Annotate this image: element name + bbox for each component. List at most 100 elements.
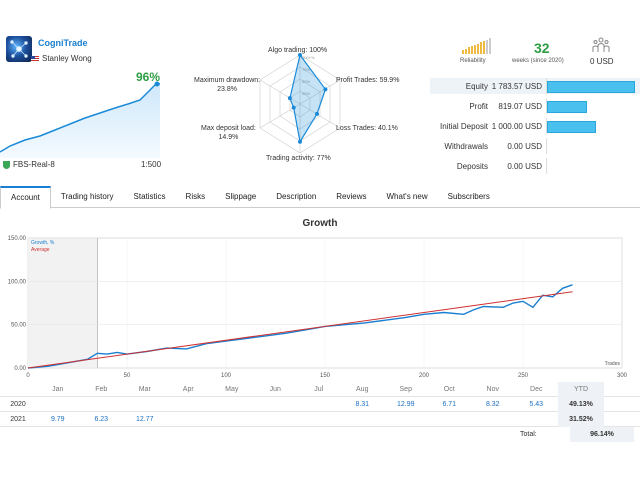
table-row: 2020 8.31 12.99 6.71 8.32 5.43 49.13% [0, 396, 640, 412]
reliability-label: Reliability [460, 58, 486, 64]
reliability-bar [465, 48, 467, 54]
reliability-bar [474, 44, 476, 54]
month-value[interactable]: 8.31 [355, 400, 370, 408]
mini-growth-chart [0, 81, 160, 158]
radar-point [287, 96, 292, 101]
chart-title: Growth [302, 218, 338, 229]
pre-history-band [28, 238, 98, 368]
radar-ring-label: 50% [302, 79, 310, 84]
tab-reviews[interactable]: Reviews [336, 192, 367, 201]
radar-area [289, 53, 327, 144]
month-header: Jan [52, 385, 64, 393]
tab-slippage[interactable]: Slippage [225, 192, 257, 201]
financial-label: Profit [469, 101, 488, 111]
server-row: FBS-Real-8 [3, 160, 55, 169]
financial-bar-cell [546, 138, 640, 154]
risk-radar-chart: 100+% 75% 50% 25% [259, 53, 341, 154]
tab-account[interactable]: Account [0, 186, 51, 209]
radar-algo-label: Algo trading: 100% [268, 47, 328, 54]
signal-name[interactable]: CogniTrade [38, 38, 88, 48]
x-tick-label: 100 [221, 373, 232, 379]
subscription-price: 0 USD [590, 57, 614, 66]
financial-row: Profit 819.07 USD [430, 98, 640, 114]
financial-label: Withdrawals [444, 141, 488, 151]
author-name[interactable]: Stanley Wong [42, 54, 92, 63]
financial-bar-cell [546, 118, 640, 134]
month-value[interactable]: 6.23 [94, 415, 109, 423]
month-header: Oct [443, 385, 455, 393]
weeks-label: weeks (since 2020) [512, 58, 564, 64]
us-flag-icon [31, 55, 39, 62]
financial-value: 0.00 USD [507, 161, 542, 171]
radar-ring-label: 25% [302, 91, 310, 96]
financial-bar-cell [546, 78, 640, 94]
x-tick-label: 300 [617, 373, 628, 379]
x-axis-label: Trades [605, 361, 621, 367]
legend-entry: Average [31, 247, 50, 253]
year-cell: 2021 [10, 415, 26, 423]
total-label: Total: [520, 431, 537, 438]
financial-value: 1 783.57 USD [491, 81, 542, 91]
server-name: FBS-Real-8 [13, 160, 55, 169]
month-value[interactable]: 6.71 [442, 400, 457, 408]
tab-what-s-new[interactable]: What's new [386, 192, 428, 201]
month-header: Aug [356, 385, 369, 393]
leverage: 1:500 [141, 160, 162, 169]
radar-point [323, 87, 328, 92]
reliability-meter [462, 38, 491, 54]
financial-row: Withdrawals 0.00 USD [430, 138, 640, 154]
month-value[interactable]: 5.43 [529, 400, 544, 408]
total-value: 96.14% [570, 427, 634, 442]
tab-statistics[interactable]: Statistics [133, 192, 166, 201]
weeks-count: 32 [534, 40, 550, 56]
reliability-bar [483, 40, 485, 54]
reliability-bar [471, 46, 473, 54]
radar-drawdown-label: Maximum drawdown: 23.8% [194, 77, 261, 93]
ytd-header: YTD [558, 381, 604, 397]
financial-label: Initial Deposit [439, 121, 488, 131]
monthly-returns-table: Jan Feb Mar Apr May Jun Jul Aug Sep Oct Nov Dec YTD 2… [0, 381, 640, 427]
x-tick-label: 200 [419, 373, 430, 379]
radar-ring-label: 100+% [302, 55, 315, 60]
financial-row: Deposits 0.00 USD [430, 158, 640, 174]
radar-load-label: Max deposit load: 14.9% [201, 125, 256, 141]
month-header: Jun [269, 385, 281, 393]
y-tick-label: 50.00 [11, 323, 27, 329]
month-header: Sep [399, 385, 412, 393]
month-header: Jul [314, 385, 324, 393]
tab-trading-history[interactable]: Trading history [60, 192, 114, 201]
financial-bar [547, 81, 635, 93]
month-header: Dec [530, 385, 543, 393]
y-tick-label: 0.00 [14, 366, 26, 372]
month-value[interactable]: 12.77 [135, 415, 154, 423]
financial-bar [547, 101, 588, 113]
radar-profit-label: Profit Trades: 59.9% [336, 77, 400, 84]
tab-description[interactable]: Description [276, 192, 317, 201]
financial-value: 0.00 USD [507, 141, 542, 151]
year-cell: 2020 [10, 400, 26, 408]
financial-value: 1 000.00 USD [491, 121, 542, 131]
month-header: May [225, 385, 239, 393]
radar-point [315, 111, 320, 116]
y-tick-label: 150.00 [8, 236, 27, 242]
radar-point [298, 139, 302, 144]
table-row: 2021 9.79 6.23 12.77 31.52% [0, 411, 640, 427]
month-value[interactable]: 8.32 [485, 400, 500, 408]
tab-risks[interactable]: Risks [185, 192, 206, 201]
financial-row: Initial Deposit 1 000.00 USD [430, 118, 640, 134]
x-tick-label: 50 [124, 373, 131, 379]
verified-shield-icon [3, 160, 10, 169]
financial-row: Equity 1 783.57 USD [430, 78, 640, 94]
author-row: Stanley Wong [31, 54, 92, 63]
radar-point [298, 53, 302, 57]
reliability-bar [477, 43, 479, 54]
tab-subscribers[interactable]: Subscribers [447, 192, 490, 201]
financial-label: Equity [465, 81, 488, 91]
series-line-average [27, 291, 573, 369]
month-value[interactable]: 9.79 [50, 415, 65, 423]
reliability-bar [480, 42, 482, 54]
ytd-value: 49.13% [558, 396, 604, 412]
reliability-bar [468, 47, 470, 54]
reliability-bar [486, 39, 488, 54]
month-value[interactable]: 12.99 [396, 400, 415, 408]
